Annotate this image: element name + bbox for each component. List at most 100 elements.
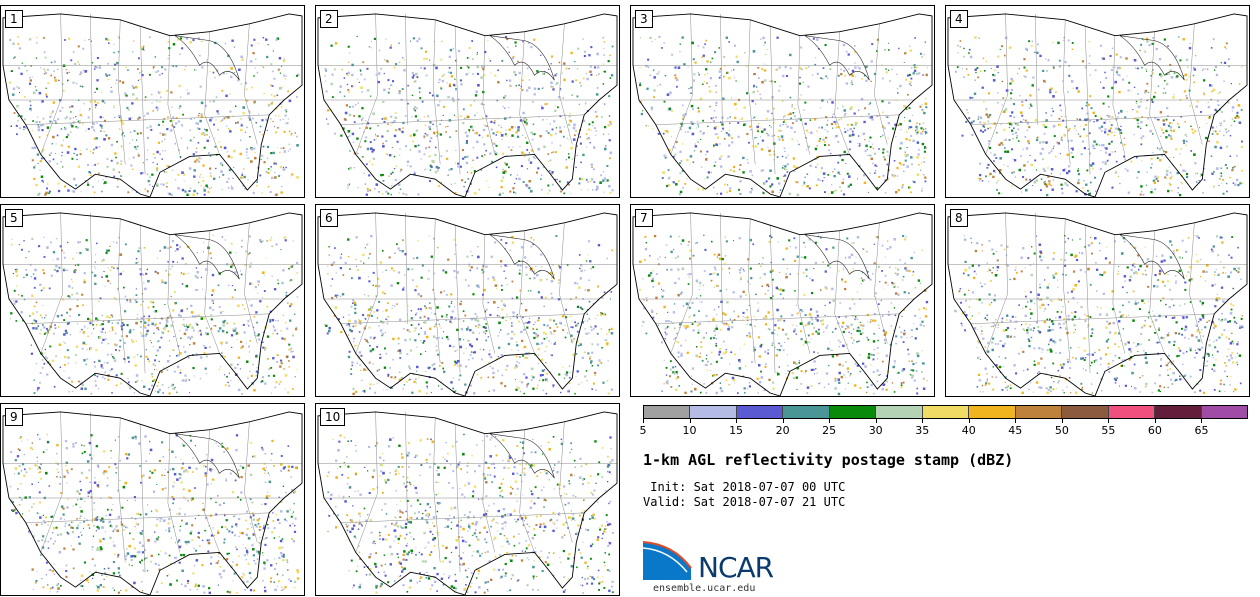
convective-cells <box>9 433 300 595</box>
state-border <box>970 114 1215 126</box>
state-border <box>117 218 126 364</box>
state-border <box>559 222 573 344</box>
reflectivity-colorbar <box>643 405 1248 419</box>
colorbar-tick <box>643 419 644 423</box>
state-border <box>167 234 181 354</box>
reflectivity-map <box>317 13 618 197</box>
state-border <box>117 19 126 165</box>
state-border <box>559 23 573 145</box>
state-border <box>454 423 461 573</box>
coastline-outline <box>2 411 303 595</box>
postage-stamp-panel: 2 <box>315 5 620 198</box>
colorbar-tick-label: 10 <box>682 424 697 437</box>
state-border <box>25 114 270 126</box>
postage-stamp-panel: 9 <box>0 403 305 596</box>
coastline-outline <box>947 13 1248 197</box>
state-border <box>670 212 693 354</box>
state-border <box>167 35 181 155</box>
colorbar-segment <box>876 406 923 418</box>
colorbar-tick-label: 40 <box>961 424 976 437</box>
reflectivity-map <box>2 411 303 595</box>
state-border <box>90 212 93 324</box>
state-border <box>405 411 408 523</box>
great-lakes-outline <box>1119 35 1185 81</box>
state-border <box>244 222 258 344</box>
reflectivity-map <box>2 212 303 396</box>
state-border <box>25 512 270 524</box>
colorbar-tick <box>1154 419 1156 423</box>
state-border <box>204 31 220 155</box>
state-border <box>559 421 573 543</box>
state-border <box>670 13 693 155</box>
state-border <box>355 411 378 553</box>
member-number-label: 10 <box>320 408 346 426</box>
colorbar-tick-label: 55 <box>1101 424 1116 437</box>
reflectivity-map <box>317 212 618 396</box>
state-border <box>1035 13 1038 125</box>
coastline-outline <box>947 212 1248 396</box>
member-number-label: 1 <box>5 10 23 28</box>
member-number-label: 7 <box>635 209 653 227</box>
state-border <box>139 25 146 175</box>
colorbar-segment <box>783 406 830 418</box>
state-border <box>519 31 535 155</box>
state-border <box>405 212 408 324</box>
state-border <box>747 19 756 165</box>
state-border <box>874 23 888 145</box>
colorbar-segment <box>1015 406 1063 418</box>
state-border <box>834 31 850 155</box>
postage-stamp-panel: 5 <box>0 204 305 397</box>
colorbar-tick-label: 30 <box>868 424 883 437</box>
state-border <box>90 411 93 523</box>
state-border <box>454 224 461 374</box>
great-lakes-outline <box>804 35 870 81</box>
postage-stamp-panel: 1 <box>0 5 305 198</box>
reflectivity-map <box>317 411 618 595</box>
coastline-outline <box>2 212 303 396</box>
state-border <box>519 230 535 354</box>
state-border <box>355 13 378 155</box>
coastline-outline <box>317 411 618 595</box>
state-border <box>797 35 811 155</box>
state-border <box>432 417 441 563</box>
reflectivity-map <box>2 13 303 197</box>
state-border <box>834 230 850 354</box>
state-border <box>432 218 441 364</box>
great-lakes-outline <box>174 35 240 81</box>
state-border <box>90 13 93 125</box>
colorbar-tick <box>1061 419 1063 423</box>
colorbar-tick <box>968 419 970 423</box>
state-border <box>747 218 756 364</box>
state-border <box>40 212 63 354</box>
state-border <box>1084 25 1091 175</box>
state-border <box>1112 234 1126 354</box>
colorbar-tick-label: 35 <box>915 424 930 437</box>
colorbar-segment <box>644 406 691 418</box>
reflectivity-map <box>632 13 933 197</box>
colorbar-tick <box>922 419 924 423</box>
colorbar-tick-label: 5 <box>639 424 647 437</box>
postage-stamp-panel: 6 <box>315 204 620 397</box>
state-border <box>204 429 220 553</box>
colorbar-tick-label: 60 <box>1147 424 1162 437</box>
colorbar-tick-label: 20 <box>775 424 790 437</box>
coastline-outline <box>2 13 303 197</box>
state-border <box>874 222 888 344</box>
colorbar-segment <box>736 406 784 418</box>
colorbar-tick <box>829 419 831 423</box>
colorbar-segment <box>1201 406 1248 418</box>
state-border <box>117 417 126 563</box>
convective-cells <box>324 35 614 196</box>
colorbar-tick <box>689 419 691 423</box>
great-lakes-outline <box>1119 234 1185 280</box>
convective-cells <box>8 35 300 197</box>
state-border <box>204 230 220 354</box>
init-time: Init: Sat 2018-07-07 00 UTC <box>643 480 846 494</box>
colorbar-tick-label: 45 <box>1008 424 1023 437</box>
colorbar-tick <box>1108 419 1110 423</box>
colorbar-tick-label: 25 <box>822 424 837 437</box>
colorbar-tick <box>875 419 877 423</box>
state-border <box>1062 19 1071 165</box>
state-border <box>797 234 811 354</box>
chart-title: 1-km AGL reflectivity postage stamp (dBZ… <box>643 451 1014 469</box>
